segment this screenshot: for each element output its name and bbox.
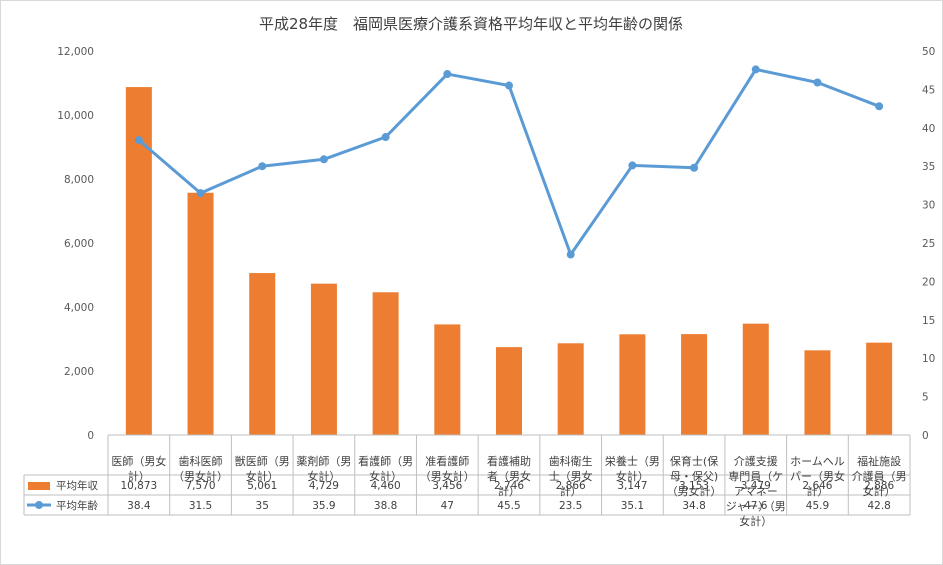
bar <box>557 343 584 435</box>
bar <box>310 283 337 435</box>
left-tick-label: 0 <box>87 430 94 442</box>
table-cell-age: 35.9 <box>312 500 335 512</box>
table-cell-age: 42.8 <box>867 500 890 512</box>
bar <box>249 273 276 435</box>
right-tick-label: 15 <box>922 315 935 327</box>
table-cell-age: 23.5 <box>559 500 582 512</box>
line-point <box>751 65 760 74</box>
table-cell-income: 3,456 <box>432 480 462 492</box>
table-cell-age: 35 <box>256 500 269 512</box>
table-cell-age: 38.8 <box>374 500 397 512</box>
table-cell-income: 7,570 <box>186 480 216 492</box>
bar <box>804 350 831 435</box>
category-label: 薬剤師（男女計） <box>296 454 351 483</box>
line-series <box>134 65 884 259</box>
category-label: 歯科衛生士（男女計） <box>549 454 593 498</box>
category-label: 福祉施設介護員（男女計） <box>852 454 907 498</box>
table-cell-age: 34.8 <box>682 500 705 512</box>
category-label: 医師（男女計） <box>111 454 166 483</box>
line-point <box>628 161 637 170</box>
category-label: 看護補助者（男女計） <box>487 454 531 498</box>
line-point <box>258 162 267 171</box>
table-cell-income: 5,061 <box>247 480 277 492</box>
table-cell-age: 35.1 <box>621 500 644 512</box>
category-label: 獣医師（男女計） <box>235 454 290 483</box>
right-tick-label: 5 <box>922 392 929 404</box>
left-tick-label: 6,000 <box>64 238 94 250</box>
table-cell-income: 2,646 <box>802 480 832 492</box>
table-cell-income: 4,460 <box>371 480 401 492</box>
left-tick-label: 2,000 <box>64 366 94 378</box>
bar <box>866 342 893 435</box>
bars-series <box>125 87 893 436</box>
category-label: 准看護師（男女計） <box>420 454 475 483</box>
left-tick-label: 4,000 <box>64 302 94 314</box>
line-point <box>134 136 143 145</box>
table-cell-income: 4,729 <box>309 480 339 492</box>
bar <box>372 292 399 435</box>
legend-label: 平均年収 <box>56 479 98 492</box>
bar <box>681 334 708 435</box>
right-tick-label: 45 <box>922 84 935 96</box>
right-tick-label: 10 <box>922 353 935 365</box>
table-cell-income: 10,873 <box>120 480 157 492</box>
legend-key-bar <box>28 482 50 490</box>
right-tick-label: 30 <box>922 200 935 212</box>
line-point <box>690 163 699 172</box>
table-cell-age: 38.4 <box>127 500 151 512</box>
bar <box>742 323 769 435</box>
bar <box>125 87 152 436</box>
bar <box>434 324 461 435</box>
bar <box>619 334 646 435</box>
line-point <box>381 133 390 142</box>
table-cell-age: 45.5 <box>497 500 520 512</box>
legend-key-marker <box>35 501 43 509</box>
line-point <box>196 189 205 198</box>
category-label: 介護支援専門員（ケアマネージャー）（男女計） <box>726 454 786 528</box>
line-point <box>875 102 884 111</box>
bar <box>187 192 214 435</box>
table-cell-age: 45.9 <box>806 500 829 512</box>
line-point <box>505 81 513 90</box>
left-axis-ticks: 0 2,000 4,000 6,000 8,000 10,000 12,000 <box>57 46 94 442</box>
table-cell-age: 47.6 <box>744 500 768 512</box>
right-axis-ticks: 0 5 10 15 20 25 30 35 40 45 50 <box>922 46 935 442</box>
category-label: 看護師（男女計） <box>358 454 413 483</box>
table-cell-income: 3,479 <box>741 480 771 492</box>
right-tick-label: 25 <box>922 238 935 250</box>
table-cell-income: 3,153 <box>679 480 709 492</box>
table-cell-income: 3,147 <box>617 480 647 492</box>
right-tick-label: 50 <box>922 46 935 58</box>
right-tick-label: 0 <box>922 430 929 442</box>
table-cell-income: 2,886 <box>864 480 894 492</box>
left-tick-label: 12,000 <box>57 46 94 58</box>
legend-label: 平均年齢 <box>56 499 98 512</box>
chart-title: 平成28年度 福岡県医療介護系資格平均年収と平均年齢の関係 <box>259 15 683 33</box>
table-cell-age: 47 <box>441 500 454 512</box>
line-point <box>319 155 328 164</box>
table-cell-age: 31.5 <box>189 500 212 512</box>
category-label: ホームヘルパー（男女計） <box>790 455 845 498</box>
line-point <box>813 78 822 87</box>
table-cell-income: 2,866 <box>556 480 586 492</box>
line-point <box>443 70 452 79</box>
category-label: 栄養士（男女計） <box>605 454 660 483</box>
line-point <box>566 250 575 259</box>
right-tick-label: 20 <box>922 276 935 288</box>
category-label: 保育士(保母・保父)（男女計） <box>667 454 722 498</box>
category-label: 歯科医師（男女計） <box>173 454 228 483</box>
series-line <box>137 67 880 257</box>
bar <box>496 347 522 435</box>
data-table: 医師（男女計）歯科医師（男女計）獣医師（男女計）薬剤師（男女計）看護師（男女計）… <box>23 434 911 528</box>
right-tick-label: 40 <box>922 123 935 135</box>
left-tick-label: 8,000 <box>64 174 94 186</box>
table-cell-income: 2,746 <box>494 480 524 492</box>
left-tick-label: 10,000 <box>57 110 94 122</box>
right-tick-label: 35 <box>922 161 935 173</box>
